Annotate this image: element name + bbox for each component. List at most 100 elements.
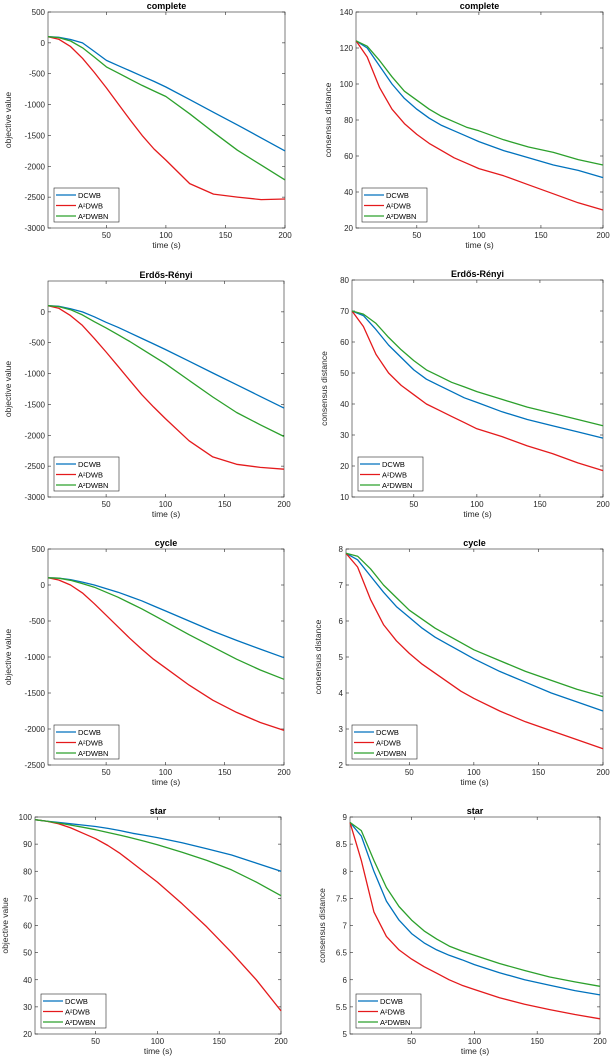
y-tick-label: -1500 <box>25 131 46 140</box>
legend-label: A²DWB <box>78 471 103 480</box>
legend-label: A²DWB <box>78 202 103 211</box>
subplot-5: 8 7 6 5 4 3 2 50 100 150 200 cycle time (s) consensus… <box>313 538 610 787</box>
legend-label: A²DWB <box>65 1008 90 1017</box>
series-line-A2DWB <box>47 577 285 732</box>
y-tick-label: 4 <box>339 689 344 698</box>
x-tick-label: 150 <box>534 231 548 240</box>
y-tick-label: 90 <box>23 840 32 849</box>
series-line-A2DWB <box>349 822 601 1020</box>
y-tick-label: 80 <box>340 276 349 285</box>
chart-title: star <box>467 806 484 816</box>
x-tick-label: 150 <box>532 768 546 777</box>
y-tick-label: 2 <box>339 761 344 770</box>
x-tick-label: 50 <box>102 768 111 777</box>
chart-title: star <box>150 806 167 816</box>
series-line-DCWB <box>351 310 604 439</box>
legend-label: DCWB <box>376 728 399 737</box>
x-axis-label: time (s) <box>461 1046 490 1056</box>
y-axis-label: objective value <box>3 629 13 686</box>
x-axis-label: time (s) <box>144 1046 173 1056</box>
series-line-A2DWBN <box>349 821 601 987</box>
subplot-2: 0 -500 -1000 -1500 -2000 -2500 -3000 50 100 150 20… <box>3 270 291 519</box>
y-tick-label: 50 <box>340 369 349 378</box>
series-line-A2DWB <box>47 305 285 470</box>
y-tick-label: 3 <box>339 725 344 734</box>
y-tick-label: 60 <box>344 152 353 161</box>
y-tick-label: -2500 <box>25 193 46 202</box>
y-tick-label: 8.5 <box>336 840 348 849</box>
y-axis-label: consensus distance <box>319 351 329 426</box>
y-tick-label: 20 <box>23 1030 32 1039</box>
y-tick-label: -1000 <box>25 101 46 110</box>
x-tick-label: 150 <box>219 231 233 240</box>
series-line-DCWB <box>355 40 604 179</box>
y-tick-label: -3000 <box>25 224 46 233</box>
y-tick-label: 20 <box>340 462 349 471</box>
y-tick-label: 0 <box>41 581 46 590</box>
y-tick-label: 40 <box>340 400 349 409</box>
y-axis-label: objective value <box>3 361 13 418</box>
legend-label: A²DWB <box>376 739 401 748</box>
y-tick-label: -500 <box>29 617 46 626</box>
legend-label: A²DWBN <box>386 212 416 221</box>
y-tick-label: 80 <box>23 867 32 876</box>
x-tick-label: 100 <box>468 1037 482 1046</box>
y-tick-label: 70 <box>23 894 32 903</box>
series-line-DCWB <box>34 819 282 872</box>
x-tick-label: 150 <box>531 1037 545 1046</box>
x-tick-label: 200 <box>277 768 291 777</box>
legend-label: A²DWB <box>382 471 407 480</box>
x-axis-label: time (s) <box>152 777 181 787</box>
legend-label: A²DWB <box>78 739 103 748</box>
legend-label: DCWB <box>380 997 403 1006</box>
x-tick-label: 50 <box>405 768 414 777</box>
y-tick-label: 5.5 <box>336 1003 348 1012</box>
x-tick-label: 100 <box>467 768 481 777</box>
x-tick-label: 50 <box>409 500 418 509</box>
y-tick-label: 8 <box>339 545 344 554</box>
x-tick-label: 200 <box>277 500 291 509</box>
x-axis-label: time (s) <box>463 509 492 519</box>
legend-label: A²DWB <box>380 1008 405 1017</box>
y-tick-label: -1500 <box>25 689 46 698</box>
x-tick-label: 200 <box>596 768 610 777</box>
series-line-A2DWBN <box>345 552 604 698</box>
y-tick-label: 7 <box>339 581 344 590</box>
y-axis-label: consensus distance <box>317 888 327 963</box>
x-tick-label: 50 <box>91 1037 100 1046</box>
series-line-A2DWBN <box>47 36 286 181</box>
series-line-A2DWBN <box>34 819 282 897</box>
x-tick-label: 50 <box>102 231 111 240</box>
chart-title: cycle <box>155 538 178 548</box>
legend-label: A²DWBN <box>78 212 108 221</box>
y-tick-label: -2000 <box>25 162 46 171</box>
chart-title: Erdős-Rényi <box>451 269 504 279</box>
x-tick-label: 150 <box>218 500 232 509</box>
x-axis-label: time (s) <box>152 509 181 519</box>
series-line-DCWB <box>345 552 604 712</box>
series-line-A2DWBN <box>351 310 604 427</box>
y-tick-label: -1500 <box>25 400 46 409</box>
series-line-A2DWBN <box>47 577 285 680</box>
x-tick-label: 50 <box>102 500 111 509</box>
legend-label: DCWB <box>382 460 405 469</box>
legend-label: DCWB <box>65 997 88 1006</box>
y-tick-label: 70 <box>340 307 349 316</box>
x-tick-label: 200 <box>596 500 610 509</box>
legend-label: DCWB <box>78 191 101 200</box>
y-tick-label: 7.5 <box>336 894 348 903</box>
y-tick-label: 6.5 <box>336 949 348 958</box>
y-tick-label: -500 <box>29 70 46 79</box>
y-tick-label: -500 <box>29 339 46 348</box>
legend-label: DCWB <box>78 460 101 469</box>
x-tick-label: 100 <box>159 500 173 509</box>
chart-title: cycle <box>463 538 486 548</box>
y-tick-label: 500 <box>32 8 46 17</box>
x-tick-label: 100 <box>470 500 484 509</box>
y-tick-label: 20 <box>344 224 353 233</box>
